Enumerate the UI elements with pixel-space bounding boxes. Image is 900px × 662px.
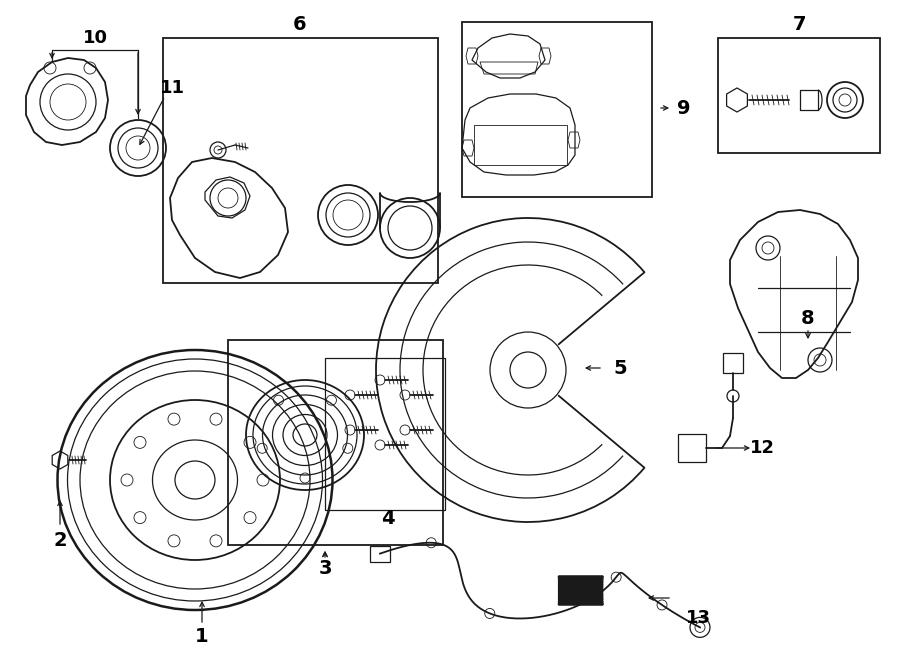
Bar	[228, 340, 443, 545]
Bar	[462, 22, 652, 197]
Text: 8: 8	[801, 308, 814, 328]
Text: 1: 1	[195, 628, 209, 647]
Text: 6: 6	[293, 15, 307, 34]
Text: 5: 5	[613, 359, 626, 377]
Text: 10: 10	[83, 29, 107, 47]
Text: 2: 2	[53, 530, 67, 549]
Bar	[718, 38, 880, 153]
Text: 13: 13	[686, 609, 710, 627]
Text: 12: 12	[750, 439, 775, 457]
Text: 9: 9	[677, 99, 691, 117]
Bar	[163, 38, 438, 283]
Bar	[325, 358, 445, 510]
Text: 3: 3	[319, 559, 332, 577]
Text: 11: 11	[159, 79, 184, 97]
Text: 4: 4	[382, 508, 395, 528]
Text: 7: 7	[793, 15, 806, 34]
